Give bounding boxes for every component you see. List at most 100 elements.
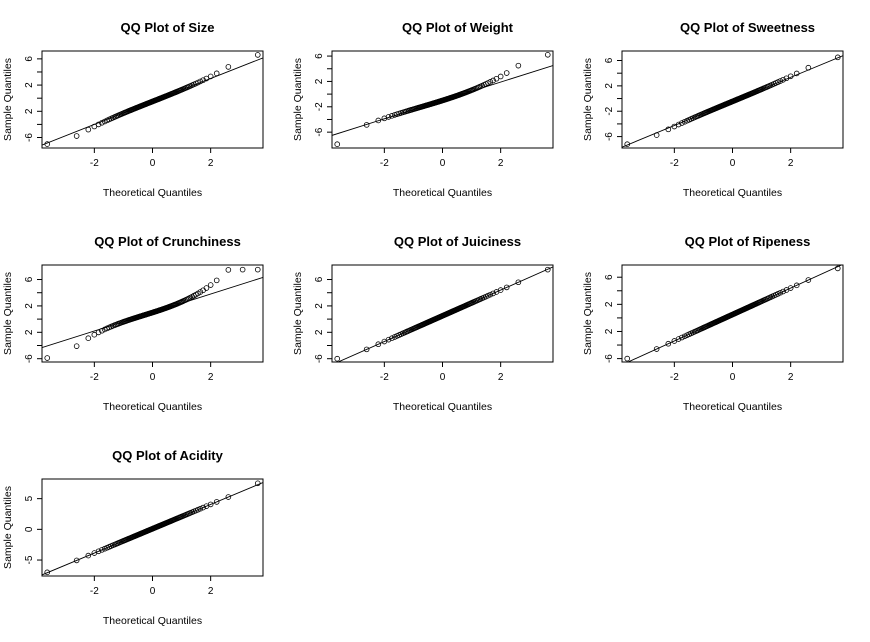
qq-point [363, 122, 370, 128]
plot-area [622, 54, 843, 148]
y-tick-label: -6 [604, 132, 615, 141]
qq-point [653, 346, 660, 352]
qq-point [254, 52, 261, 58]
y-axis-label: Sample Quantiles [2, 272, 14, 355]
x-tick-label: 2 [208, 372, 214, 383]
qq-point [99, 547, 105, 553]
plot-area [332, 52, 553, 147]
chart-title: QQ Plot of Weight [402, 20, 514, 35]
qq-chart-svg: QQ Plot of Size -2 0 2 -6 2 2 6 Theoretical Quan… [2, 20, 264, 199]
qq-chart-svg: QQ Plot of Juiciness -2 0 2 -6 2 2 6 Theoretical… [292, 234, 554, 413]
qq-point [497, 287, 504, 293]
y-axis-label: Sample Quantiles [292, 58, 304, 141]
qq-point [213, 499, 220, 505]
chart-title: QQ Plot of Sweetness [680, 20, 815, 35]
qq-point [207, 501, 214, 508]
chart-title: QQ Plot of Crunchiness [94, 234, 241, 249]
qq-point [375, 117, 382, 124]
qq-point [679, 120, 685, 126]
qq-point [653, 132, 660, 138]
y-tick-label: -5 [24, 555, 35, 564]
qq-point [665, 340, 672, 347]
x-axis-label: Theoretical Quantiles [103, 187, 202, 199]
qq-panel-weight: QQ Plot of Weight -2 0 2 -6 -2 2 6 Theoretical Q… [290, 0, 580, 214]
y-tick-label: -6 [24, 133, 35, 142]
qq-point [385, 336, 392, 343]
x-axis-label: Theoretical Quantiles [683, 401, 782, 413]
x-tick-label: 0 [150, 158, 156, 169]
qq-point [203, 285, 210, 291]
qq-point [254, 480, 261, 487]
y-tick-label: -6 [24, 354, 35, 363]
qq-point [207, 282, 214, 288]
qq-point [73, 343, 80, 349]
qq-chart-svg: QQ Plot of Acidity -2 0 2 -5 0 5 Theoretical Qu… [2, 448, 264, 627]
qq-point [225, 64, 232, 70]
x-tick-label: 2 [208, 158, 214, 169]
qq-point [544, 266, 551, 273]
x-tick-label: 0 [150, 372, 156, 383]
x-tick-label: -2 [670, 158, 679, 169]
qq-point [777, 78, 784, 84]
qq-point [665, 126, 672, 133]
qq-point [213, 70, 220, 77]
qq-point [44, 355, 51, 361]
qq-point [487, 79, 494, 85]
y-tick-label: 6 [604, 274, 615, 280]
qq-point [197, 78, 204, 85]
y-axis-label: Sample Quantiles [582, 58, 594, 141]
qq-point [375, 341, 382, 348]
x-tick-label: 0 [150, 586, 156, 597]
chart-title: QQ Plot of Acidity [112, 448, 224, 463]
y-tick-label: 2 [24, 329, 35, 335]
qq-point [503, 70, 510, 76]
qq-point [793, 282, 800, 289]
x-tick-label: -2 [90, 586, 99, 597]
qq-chart-svg: QQ Plot of Crunchiness -2 0 2 -6 2 2 6 Theoretic… [2, 234, 264, 413]
chart-title: QQ Plot of Ripeness [685, 234, 811, 249]
y-tick-label: 2 [24, 303, 35, 309]
x-tick-label: 2 [788, 158, 794, 169]
qq-chart-svg: QQ Plot of Ripeness -2 0 2 -6 2 2 6 Theoretical … [582, 234, 844, 413]
x-tick-label: -2 [380, 158, 389, 169]
plot-area [42, 266, 263, 361]
qq-panel-size: QQ Plot of Size -2 0 2 -6 2 2 6 Theoretical Quan… [0, 0, 290, 214]
qq-point [544, 52, 551, 58]
y-tick-label: 6 [24, 276, 35, 282]
qq-point [207, 73, 214, 80]
x-tick-label: 0 [440, 158, 446, 169]
qq-point [515, 279, 522, 286]
qq-point [213, 277, 220, 284]
qq-point [95, 121, 102, 128]
qq-point [95, 329, 102, 336]
x-tick-label: 2 [208, 586, 214, 597]
qq-point [363, 346, 370, 353]
y-tick-label: 0 [24, 526, 35, 532]
y-tick-label: 2 [24, 108, 35, 114]
qq-point [239, 266, 246, 273]
qq-point [197, 289, 204, 295]
qq-point [85, 335, 92, 342]
qq-point [780, 76, 786, 83]
y-tick-label: 2 [604, 328, 615, 334]
qq-point [497, 73, 504, 80]
qq-point [834, 54, 841, 61]
x-tick-label: 2 [498, 372, 504, 383]
qq-point [834, 265, 841, 272]
plot-area [624, 265, 843, 362]
qq-panel-sweetness: QQ Plot of Sweetness -2 0 2 -6 -2 2 6 Theoretica… [580, 0, 870, 214]
qq-point [99, 327, 105, 334]
qq-point [197, 505, 204, 512]
y-tick-label: 6 [24, 56, 35, 62]
y-tick-label: 6 [314, 276, 325, 282]
qq-point [487, 291, 494, 298]
qq-point [73, 557, 80, 564]
qq-point [805, 277, 812, 283]
qq-point [679, 334, 685, 341]
qq-point [675, 121, 682, 128]
plot-area [42, 480, 263, 576]
qq-point [490, 290, 496, 297]
qq-point [624, 141, 631, 147]
y-tick-label: 6 [314, 53, 325, 59]
x-axis-label: Theoretical Quantiles [683, 187, 782, 199]
